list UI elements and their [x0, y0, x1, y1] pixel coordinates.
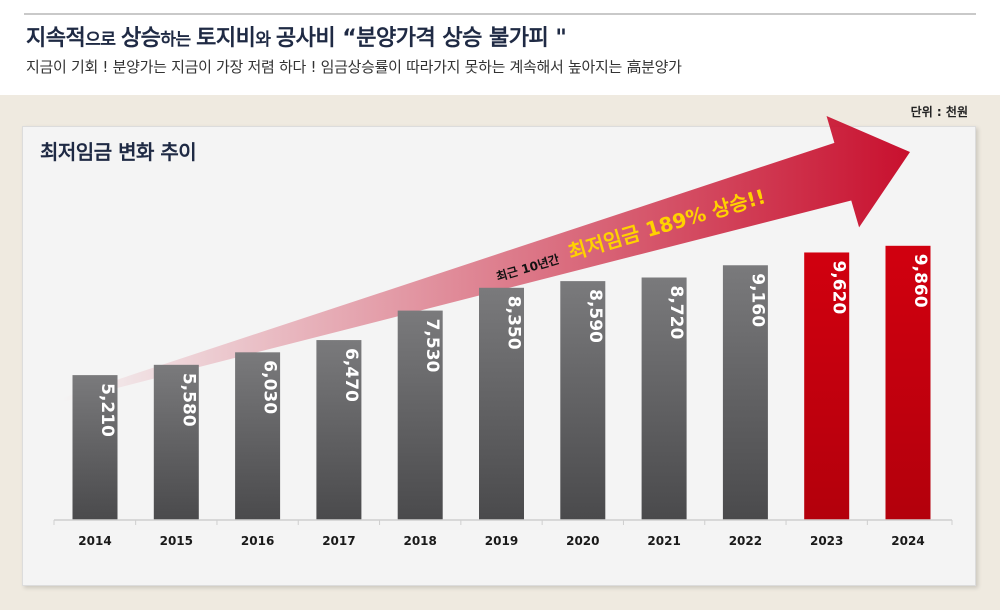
bar-2022 [722, 265, 768, 520]
title-part-3: 상승 [120, 26, 161, 51]
bar-value-label-2020: 8,590 [585, 289, 605, 343]
bar-2015 [153, 364, 199, 520]
x-tick-label-2022: 2022 [729, 534, 762, 548]
bar-2024 [885, 245, 931, 520]
x-tick-label-2017: 2017 [322, 534, 355, 548]
bar-value-label-2017: 6,470 [341, 348, 361, 402]
x-tick-label-2016: 2016 [241, 534, 274, 548]
title-part-1: 지속적 [26, 26, 86, 51]
bar-2016 [235, 352, 281, 520]
bar-value-label-2024: 9,860 [910, 254, 930, 308]
title-part-6: 와 [255, 30, 276, 50]
x-tick-label-2024: 2024 [891, 534, 924, 548]
bar-value-label-2021: 8,720 [666, 286, 686, 340]
x-tick-label-2015: 2015 [160, 534, 193, 548]
title-part-7: 공사비 “분양가격 상승 불가피 " [275, 26, 567, 51]
bar-2019 [479, 287, 524, 520]
bar-value-label-2014: 5,210 [97, 383, 117, 437]
bar-value-label-2019: 8,350 [504, 296, 524, 350]
page-title: 지속적으로 상승하는 토지비와 공사비 “분양가격 상승 불가피 " [26, 20, 567, 52]
bar-2021 [641, 277, 687, 520]
top-rule [24, 13, 976, 15]
bar-value-label-2016: 6,030 [260, 360, 280, 414]
bar-value-label-2022: 9,160 [747, 273, 767, 327]
x-tick-label-2014: 2014 [78, 534, 111, 548]
x-tick-label-2021: 2021 [647, 534, 680, 548]
x-tick-label-2018: 2018 [403, 534, 436, 548]
bar-value-label-2023: 9,620 [829, 260, 849, 314]
bar-2018 [397, 310, 443, 520]
bar-2017 [316, 340, 362, 520]
unit-label: 단위 : 천원 [910, 105, 968, 119]
bar-value-label-2015: 5,580 [178, 373, 198, 427]
page-subtitle: 지금이 기회 ! 분양가는 지금이 가장 저렴 하다 ! 임금상승률이 따라가지… [26, 58, 682, 76]
x-tick-label-2020: 2020 [566, 534, 599, 548]
bar-value-label-2018: 7,530 [422, 319, 442, 373]
x-tick-label-2019: 2019 [485, 534, 518, 548]
title-part-5: 토지비 [196, 26, 256, 51]
title-part-2: 으로 [85, 30, 121, 50]
title-part-4: 하는 [160, 30, 197, 50]
bar-2023 [804, 252, 850, 520]
bar-2014 [72, 375, 118, 520]
trend-arrow [61, 115, 911, 402]
chart-title: 최저임금 변화 추이 [40, 140, 197, 164]
x-tick-label-2023: 2023 [810, 534, 843, 548]
bar-2020 [560, 281, 606, 520]
